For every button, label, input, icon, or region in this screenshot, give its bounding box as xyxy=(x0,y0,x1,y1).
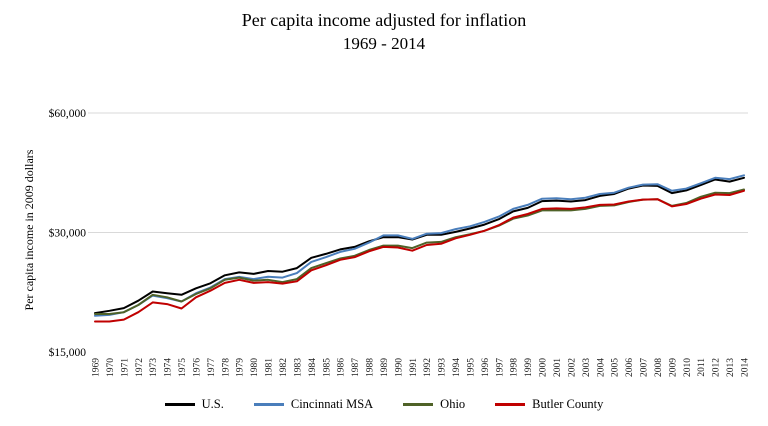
x-tick-label: 1990 xyxy=(394,358,404,377)
x-tick-label: 1980 xyxy=(250,358,260,377)
x-tick-label: 1985 xyxy=(322,358,332,377)
x-tick-label: 2001 xyxy=(553,358,563,377)
legend-label-ohio: Ohio xyxy=(440,397,466,411)
x-tick-label: 1989 xyxy=(380,358,390,377)
chart-legend: U.S. Cincinnati MSA Ohio Butler County xyxy=(0,397,768,412)
x-tick-label: 1981 xyxy=(265,358,275,377)
x-tick-label: 1976 xyxy=(192,358,202,377)
legend-item-cincinnati-msa: Cincinnati MSA xyxy=(253,397,374,412)
x-tick-label: 2003 xyxy=(582,358,592,377)
legend-item-ohio: Ohio xyxy=(403,397,465,412)
x-tick-label: 1984 xyxy=(308,358,318,377)
x-tick-label: 1969 xyxy=(92,358,102,377)
x-tick-label: 1977 xyxy=(207,358,217,377)
x-tick-label: 2008 xyxy=(654,358,664,377)
x-tick-label: 2006 xyxy=(625,358,635,377)
x-tick-label: 1993 xyxy=(438,358,448,377)
x-tick-label: 1982 xyxy=(279,358,289,377)
x-tick-label: 2004 xyxy=(596,358,606,377)
x-tick-label: 2012 xyxy=(712,358,722,377)
x-tick-label: 1996 xyxy=(481,358,491,377)
x-tick-label: 2009 xyxy=(668,358,678,377)
x-tick-label: 1971 xyxy=(120,358,130,377)
y-tick-label: $60,000 xyxy=(49,107,87,120)
legend-item-u-s-: U.S. xyxy=(164,397,224,412)
x-tick-label: 1992 xyxy=(423,358,433,377)
x-tick-label: 2011 xyxy=(697,358,707,377)
legend-swatch-u-s- xyxy=(164,403,195,406)
legend-swatch-cincinnati-msa xyxy=(253,403,284,406)
x-tick-label: 1974 xyxy=(164,358,174,377)
x-tick-label: 1994 xyxy=(452,358,462,377)
y-tick-label: $30,000 xyxy=(49,227,87,240)
legend-swatch-butler-county xyxy=(495,403,526,406)
legend-item-butler-county: Butler County xyxy=(495,397,603,412)
x-tick-label: 1995 xyxy=(466,358,476,377)
series-line-butler-county xyxy=(94,189,745,323)
x-tick-label: 1987 xyxy=(351,358,361,377)
legend-label-butler-county: Butler County xyxy=(532,397,604,411)
x-tick-label: 1988 xyxy=(366,358,376,377)
x-tick-label: 1983 xyxy=(293,358,303,377)
x-tick-label: 2013 xyxy=(726,358,736,377)
x-tick-label: 2002 xyxy=(567,358,577,377)
x-tick-label: 2000 xyxy=(539,358,549,377)
x-tick-label: 2005 xyxy=(611,358,621,377)
legend-label-cincinnati-msa: Cincinnati MSA xyxy=(290,397,374,411)
x-tick-label: 1997 xyxy=(495,358,505,377)
x-tick-label: 2010 xyxy=(683,358,693,377)
x-tick-label: 1978 xyxy=(221,358,231,377)
legend-swatch-ohio xyxy=(403,403,434,406)
x-tick-label: 1975 xyxy=(178,358,188,377)
chart-subtitle: 1969 - 2014 xyxy=(342,34,426,53)
x-tick-label: 1986 xyxy=(337,358,347,377)
y-tick-label: $15,000 xyxy=(49,346,87,359)
x-tick-label: 1998 xyxy=(510,358,520,377)
x-tick-label: 1972 xyxy=(135,358,145,377)
x-tick-label: 1991 xyxy=(409,358,419,377)
legend-label-u-s-: U.S. xyxy=(201,397,224,411)
x-tick-label: 1979 xyxy=(236,358,246,377)
x-tick-label: 1970 xyxy=(106,358,116,377)
x-tick-label: 1999 xyxy=(524,358,534,377)
x-tick-label: 1973 xyxy=(149,358,159,377)
x-tick-label: 2007 xyxy=(640,358,650,377)
x-tick-label: 2014 xyxy=(741,358,751,377)
series-line-ohio xyxy=(94,188,745,315)
chart-title: Per capita income adjusted for inflation xyxy=(241,10,527,30)
